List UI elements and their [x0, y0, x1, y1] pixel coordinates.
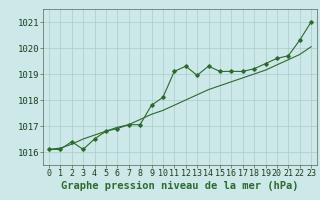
- X-axis label: Graphe pression niveau de la mer (hPa): Graphe pression niveau de la mer (hPa): [61, 181, 299, 191]
